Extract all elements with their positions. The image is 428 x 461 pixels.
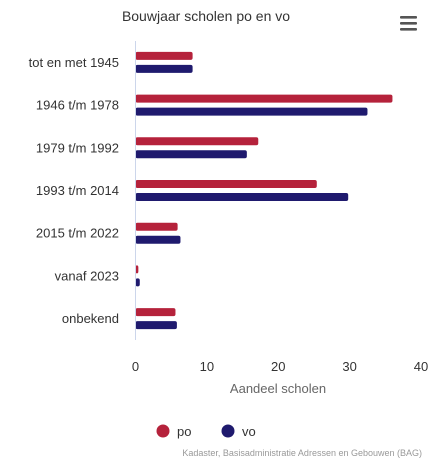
plot-area [135,51,393,330]
bar-vo[interactable] [135,64,193,73]
x-tick-label: 0 [132,359,139,374]
bar-vo[interactable] [135,150,247,159]
category-label: 1946 t/m 1978 [36,98,119,113]
category-label: 1993 t/m 2014 [36,183,119,198]
legend-marker [156,424,170,438]
category-label: 2015 t/m 2022 [36,226,119,241]
bar-po[interactable] [135,265,139,274]
credits: Kadaster, Basisadministratie Adressen en… [182,448,422,458]
x-tick-label: 20 [271,359,285,374]
bar-vo[interactable] [135,193,349,201]
bar-vo[interactable] [135,321,177,330]
category-label: 1979 t/m 1992 [36,140,119,155]
chart-menu-button[interactable] [396,10,422,36]
category-label: vanaf 2023 [55,268,119,283]
bar-vo[interactable] [135,278,140,287]
x-axis-ticks: 0 10 20 30 40 [132,359,428,374]
bar-po[interactable] [135,180,317,188]
legend: po vo [156,424,256,439]
menu-icon [400,16,417,31]
x-axis-title: Aandeel scholen [230,381,326,396]
category-labels: tot en met 1945 1946 t/m 1978 1979 t/m 199… [29,55,119,326]
x-tick-label: 10 [200,359,214,374]
x-tick-label: 40 [414,359,428,374]
category-label: onbekend [62,311,119,326]
category-label: tot en met 1945 [29,55,119,70]
legend-marker [221,424,235,438]
bar-po[interactable] [135,137,259,146]
bar-po[interactable] [135,51,193,60]
legend-item-po[interactable]: po [156,424,192,439]
chart-title: Bouwjaar scholen po en vo [122,8,290,24]
bar-po[interactable] [135,94,393,103]
legend-item-vo[interactable]: vo [221,424,256,439]
x-tick-label: 30 [342,359,356,374]
bar-vo[interactable] [135,235,181,244]
bar-vo[interactable] [135,107,368,116]
bar-po[interactable] [135,308,176,317]
bar-po[interactable] [135,222,178,231]
legend-label: vo [242,424,256,439]
legend-label: po [177,424,191,439]
